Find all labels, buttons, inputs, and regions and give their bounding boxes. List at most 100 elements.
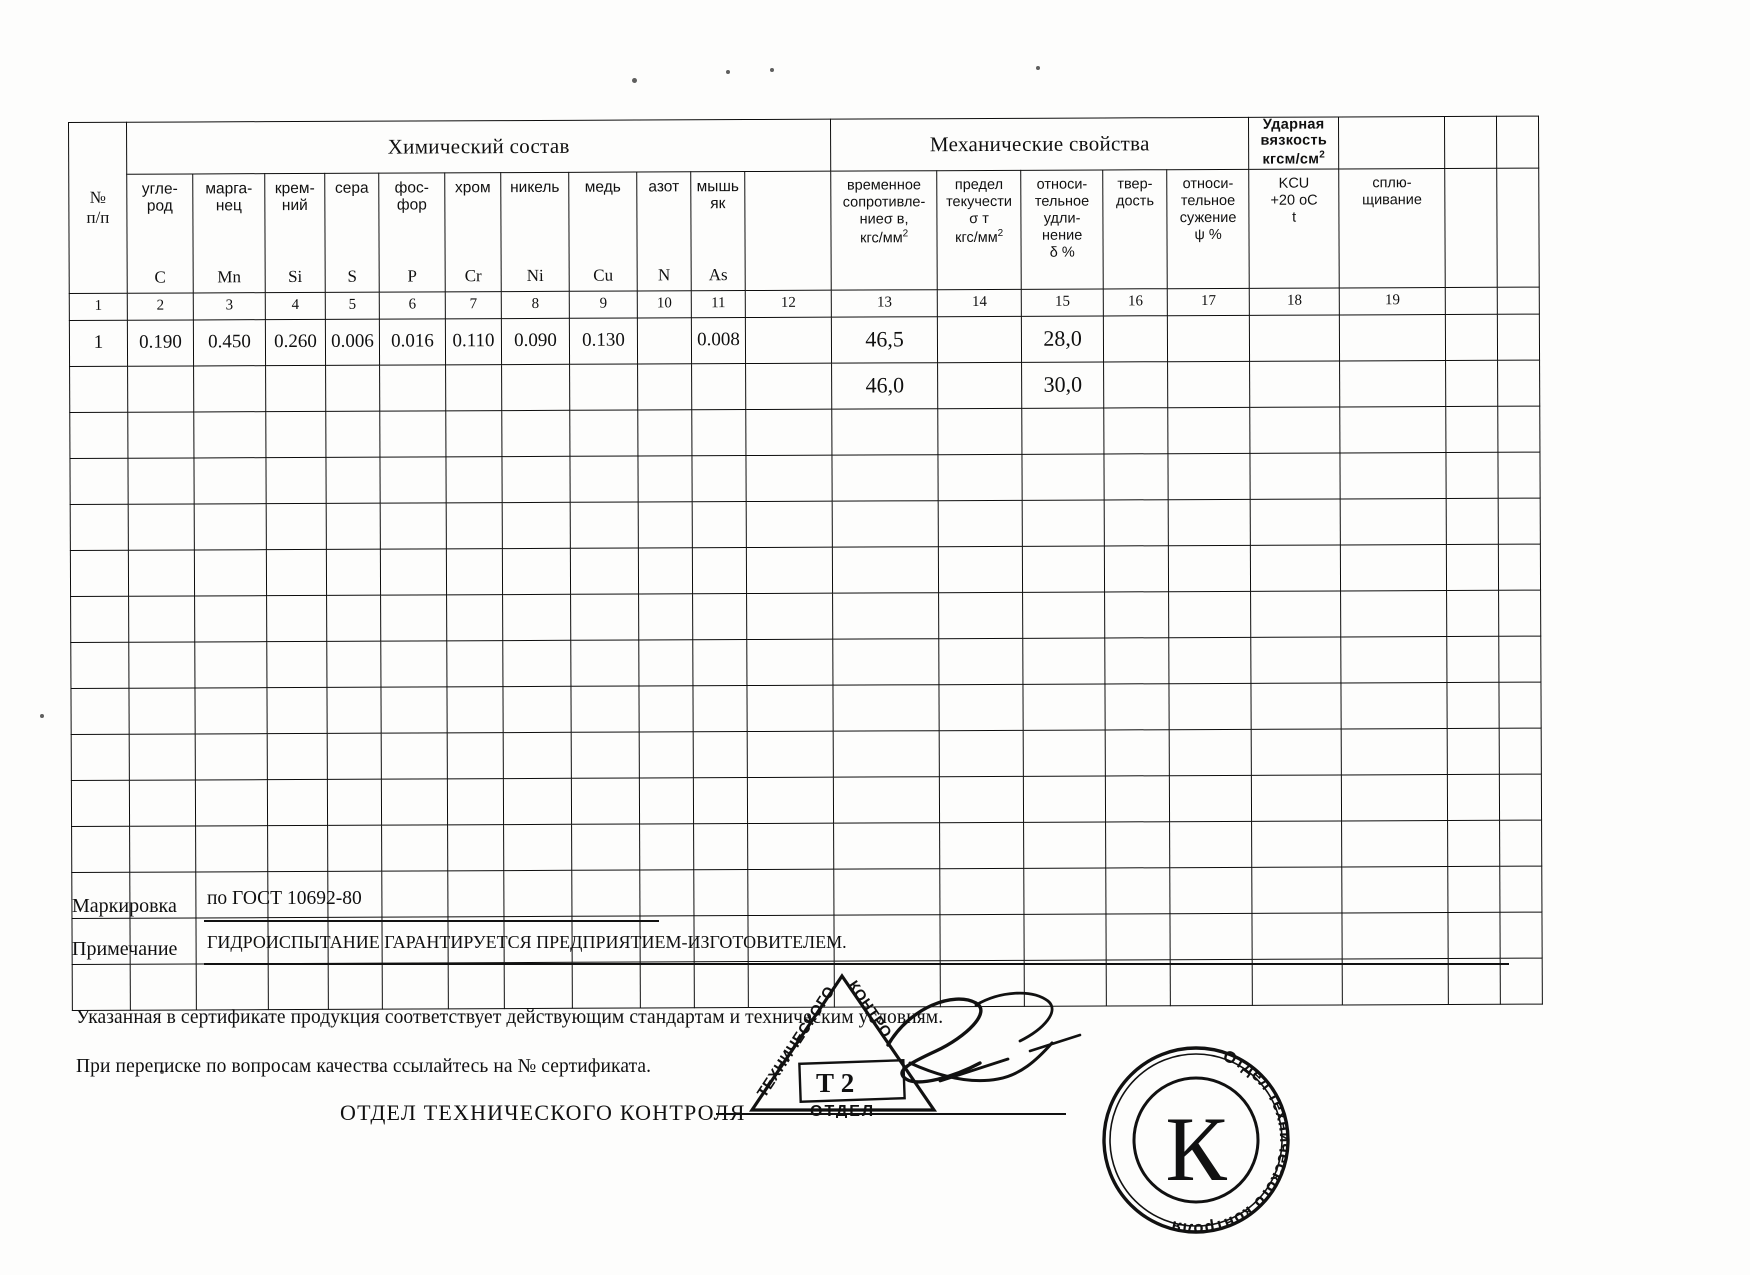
cell-empty[interactable]: [1498, 451, 1541, 498]
cell-empty[interactable]: [571, 777, 640, 824]
cell-chromium[interactable]: [445, 364, 502, 411]
cell-nitrogen[interactable]: [637, 363, 692, 410]
cell-empty[interactable]: [127, 457, 195, 504]
cell-empty[interactable]: [69, 457, 129, 505]
cell-empty[interactable]: [1447, 681, 1500, 729]
cell-empty[interactable]: [446, 640, 503, 687]
cell-flattening[interactable]: [1339, 360, 1446, 407]
cell-arsenic[interactable]: [691, 363, 746, 410]
cell-empty[interactable]: [71, 825, 130, 873]
cell-col20[interactable]: [1445, 313, 1498, 361]
cell-empty[interactable]: [1341, 820, 1448, 867]
cell-empty[interactable]: [502, 547, 571, 595]
cell-phosphorus[interactable]: 0.016: [379, 318, 446, 365]
cell-sulfur[interactable]: [325, 364, 380, 412]
cell-empty[interactable]: [1251, 682, 1342, 729]
cell-empty[interactable]: [1448, 911, 1501, 959]
cell-empty[interactable]: [746, 684, 834, 732]
cell-empty[interactable]: [1251, 820, 1342, 867]
cell-empty[interactable]: [938, 545, 1023, 593]
cell-empty[interactable]: [692, 501, 747, 548]
cell-empty[interactable]: [1105, 867, 1171, 914]
cell-empty[interactable]: [1499, 865, 1543, 912]
cell-empty[interactable]: [195, 733, 268, 780]
cell-empty[interactable]: [747, 868, 835, 916]
table-row-empty[interactable]: [70, 497, 1541, 551]
cell-empty[interactable]: [833, 730, 940, 777]
cell-empty[interactable]: [939, 867, 1025, 915]
cell-empty[interactable]: [325, 456, 381, 504]
cell-empty[interactable]: [129, 825, 196, 872]
cell-row-no[interactable]: 1: [69, 319, 128, 367]
table-row-empty[interactable]: [70, 589, 1541, 643]
cell-empty[interactable]: [501, 455, 571, 503]
cell-empty[interactable]: [832, 638, 940, 685]
cell-empty[interactable]: [326, 594, 381, 642]
cell-empty[interactable]: [1105, 775, 1170, 822]
cell-empty[interactable]: [380, 686, 448, 733]
cell-empty[interactable]: [1500, 911, 1543, 958]
cell-empty[interactable]: [1499, 681, 1542, 728]
cell-empty[interactable]: [1251, 866, 1343, 913]
cell-empty[interactable]: [1447, 865, 1501, 913]
cell-empty[interactable]: [1169, 820, 1252, 868]
table-row-empty[interactable]: [70, 635, 1542, 689]
cell-empty[interactable]: [502, 593, 571, 641]
cell-empty[interactable]: [1498, 497, 1541, 544]
cell-empty[interactable]: [1341, 774, 1448, 821]
cell-empty[interactable]: [1499, 727, 1542, 774]
cell-empty[interactable]: [1023, 683, 1106, 730]
cell-empty[interactable]: [326, 640, 381, 688]
cell-empty[interactable]: [130, 963, 197, 1010]
cell-empty[interactable]: [691, 409, 746, 456]
table-row-empty[interactable]: [71, 819, 1542, 873]
cell-empty[interactable]: [504, 961, 573, 1009]
cell-empty[interactable]: [570, 593, 639, 640]
cell-kcu[interactable]: [1249, 360, 1340, 407]
cell-empty[interactable]: [380, 594, 447, 641]
cell-empty[interactable]: [833, 822, 940, 869]
table-row[interactable]: 1 0.190 0.450 0.260 0.006 0.016 0.110 0.…: [69, 313, 1540, 367]
cell-empty[interactable]: [833, 776, 940, 823]
cell-reduction[interactable]: [1167, 314, 1250, 362]
cell-empty[interactable]: [747, 822, 834, 870]
cell-empty[interactable]: [380, 502, 447, 549]
cell-empty[interactable]: [1446, 543, 1499, 591]
cell-empty[interactable]: [193, 411, 266, 458]
cell-empty[interactable]: [570, 639, 639, 686]
cell-empty[interactable]: [381, 870, 448, 917]
cell-empty[interactable]: [638, 501, 693, 548]
cell-empty[interactable]: [1104, 637, 1170, 684]
cell-row-no[interactable]: [69, 365, 128, 413]
cell-empty[interactable]: [834, 960, 941, 1007]
cell-empty[interactable]: [1168, 452, 1251, 500]
cell-empty[interactable]: [692, 593, 747, 640]
cell-empty[interactable]: [1340, 498, 1447, 545]
cell-empty[interactable]: [1024, 959, 1107, 1006]
table-row-empty[interactable]: [70, 543, 1541, 597]
cell-empty[interactable]: [571, 869, 640, 916]
cell-empty[interactable]: [640, 961, 695, 1008]
cell-empty[interactable]: [1250, 544, 1341, 591]
cell-empty[interactable]: [128, 687, 196, 734]
table-row-empty[interactable]: [69, 405, 1541, 459]
cell-empty[interactable]: [328, 962, 383, 1010]
cell-empty[interactable]: [831, 408, 939, 455]
cell-empty[interactable]: [1252, 912, 1343, 959]
cell-empty[interactable]: [196, 963, 269, 1010]
cell-empty[interactable]: [1445, 405, 1499, 453]
cell-empty[interactable]: [692, 685, 748, 732]
cell-empty[interactable]: [447, 824, 504, 871]
cell-empty[interactable]: [445, 410, 502, 457]
table-row-empty[interactable]: [69, 451, 1541, 505]
cell-empty[interactable]: [501, 409, 570, 457]
cell-empty[interactable]: [1023, 867, 1107, 914]
cell-empty[interactable]: [1104, 499, 1169, 546]
cell-empty[interactable]: [503, 777, 572, 825]
cell-empty[interactable]: [194, 595, 267, 642]
cell-kcu[interactable]: [1249, 314, 1340, 361]
cell-empty[interactable]: [194, 503, 267, 550]
cell-empty[interactable]: [1340, 452, 1447, 499]
cell-empty[interactable]: [447, 732, 504, 779]
cell-elongation[interactable]: 28,0: [1021, 315, 1104, 362]
